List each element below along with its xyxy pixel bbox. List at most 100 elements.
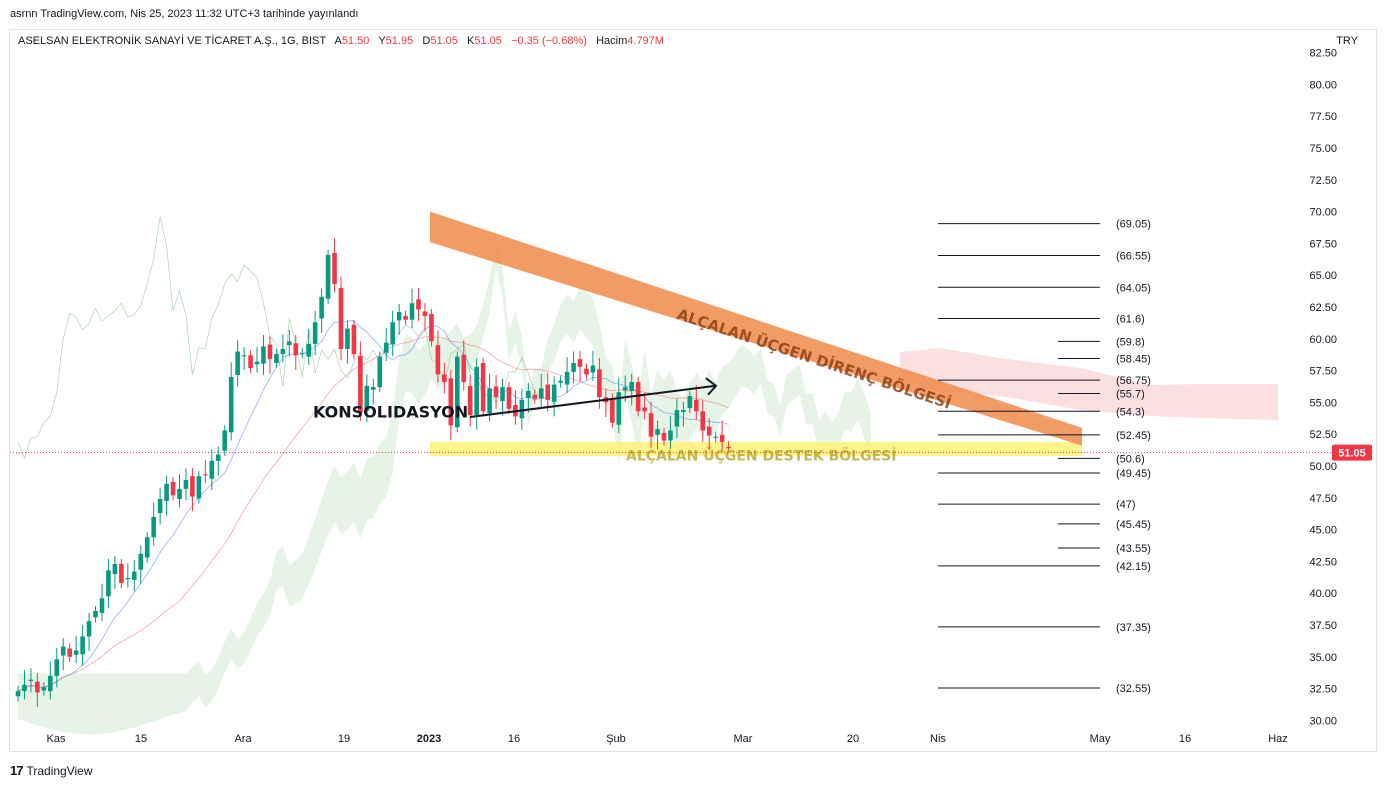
candle-body — [622, 387, 628, 391]
x-tick-label: 19 — [338, 733, 350, 745]
y-tick-label: 37.50 — [1309, 620, 1337, 632]
symbol-name[interactable]: ASELSAN ELEKTRONİK SANAYİ VE TİCARET A.Ş… — [18, 35, 326, 47]
last-price-marker: 51.05 — [10, 444, 1372, 461]
last-price-tag — [1332, 444, 1372, 461]
y-tick-label: 80.00 — [1309, 79, 1337, 91]
candle-body — [429, 313, 434, 342]
candle-body — [480, 362, 486, 412]
candle-body — [500, 387, 505, 402]
candle-body — [526, 390, 531, 398]
kumo-cloud-red — [900, 348, 1278, 420]
candle-body — [67, 648, 72, 657]
candle-body — [222, 430, 228, 451]
candle-body — [351, 324, 357, 355]
candle-body — [312, 322, 318, 344]
fibonacci-levels: (69.05) (66.55) (64.05) (61.6) (59.8) (58.45)… — [938, 219, 1151, 695]
candle-body — [700, 411, 706, 431]
candle-body — [183, 479, 189, 489]
y-tick-label: 45.00 — [1309, 525, 1337, 537]
y-tick-label: 42.50 — [1309, 556, 1337, 568]
candle-body — [54, 659, 60, 676]
support-label: ALÇALAN ÜÇGEN DESTEK BÖLGESİ — [626, 446, 896, 464]
candle-body — [558, 380, 563, 383]
x-tick-label: Ara — [234, 733, 252, 745]
candle-body — [435, 345, 441, 375]
candle-body — [164, 483, 169, 501]
candle-body — [635, 382, 641, 412]
candle-body — [112, 563, 118, 575]
candle-body — [86, 621, 92, 637]
candle-body — [674, 410, 680, 427]
open-label: A — [334, 35, 342, 47]
candle-body — [416, 299, 421, 310]
candle-body — [293, 343, 299, 356]
brand-name: TradingView — [26, 763, 93, 778]
candle-body — [571, 362, 576, 372]
candle-body — [41, 687, 47, 691]
candle-body — [157, 499, 163, 514]
candle-body — [151, 516, 156, 538]
candle-body — [80, 636, 85, 655]
candle-body — [254, 361, 260, 365]
y-tick-label: 65.00 — [1309, 270, 1337, 282]
candle-body — [597, 369, 602, 398]
tradingview-brand[interactable]: 17 TradingView — [10, 763, 93, 778]
candle-body — [642, 407, 647, 412]
candle-body — [332, 252, 337, 285]
y-axis-labels: 82.50 80.00 77.50 75.00 72.50 70.00 67.50 65.00… — [1309, 48, 1337, 728]
chart-frame — [9, 29, 1377, 752]
candle-body — [106, 570, 111, 597]
level-label: (61.6) — [1116, 313, 1145, 325]
candle-body — [287, 341, 292, 346]
y-tick-label: 55.00 — [1309, 397, 1337, 409]
candle-body — [371, 387, 376, 390]
candle-body — [648, 413, 654, 437]
x-tick-label: 15 — [135, 733, 147, 745]
high-label: Y — [378, 35, 386, 47]
y-tick-label: 75.00 — [1309, 143, 1337, 155]
y-tick-label: 50.00 — [1309, 461, 1337, 473]
candle-body — [235, 351, 240, 376]
candle-body — [687, 396, 693, 409]
candle-body — [248, 355, 253, 369]
candle-body — [228, 376, 234, 433]
candle-body — [474, 366, 479, 416]
y-tick-label: 47.50 — [1309, 493, 1337, 505]
x-tick-label: 16 — [1179, 733, 1191, 745]
level-label: (55.7) — [1116, 388, 1145, 400]
candle-body — [538, 388, 544, 399]
low-value: 51.05 — [430, 35, 458, 47]
y-tick-label: 67.50 — [1309, 238, 1337, 250]
consolidation-label: KONSOLIDASYON — [313, 403, 468, 422]
candle-body — [564, 371, 570, 385]
currency-label[interactable]: TRY — [1336, 35, 1358, 47]
candle-body — [610, 398, 615, 423]
y-tick-label: 57.50 — [1309, 366, 1337, 378]
y-tick-label: 60.00 — [1309, 334, 1337, 346]
candle-body — [299, 352, 305, 354]
consolidation-arrow — [469, 384, 716, 419]
candle-body — [655, 429, 660, 435]
high-value: 51.95 — [385, 35, 414, 47]
x-tick-label: May — [1090, 733, 1111, 745]
candle-body — [190, 476, 195, 497]
candle-body — [306, 343, 311, 357]
candle-body — [629, 382, 634, 391]
candle-body — [519, 399, 525, 419]
last-price-value: 51.05 — [1338, 448, 1366, 460]
level-label: (37.35) — [1116, 622, 1151, 634]
candle-body — [93, 611, 98, 618]
candle-body — [661, 432, 667, 441]
y-tick-label: 62.50 — [1309, 302, 1337, 314]
candle-body — [390, 322, 395, 345]
symbol-legend: ASELSAN ELEKTRONİK SANAYİ VE TİCARET A.Ş… — [18, 35, 664, 47]
candle-body — [358, 355, 363, 413]
candle-body — [668, 430, 673, 441]
level-label: (66.55) — [1116, 250, 1151, 262]
y-tick-label: 77.50 — [1309, 111, 1337, 123]
candle-body — [377, 356, 383, 388]
x-tick-label: Kas — [47, 733, 66, 745]
candle-body — [364, 385, 370, 411]
close-label: K — [467, 35, 475, 47]
